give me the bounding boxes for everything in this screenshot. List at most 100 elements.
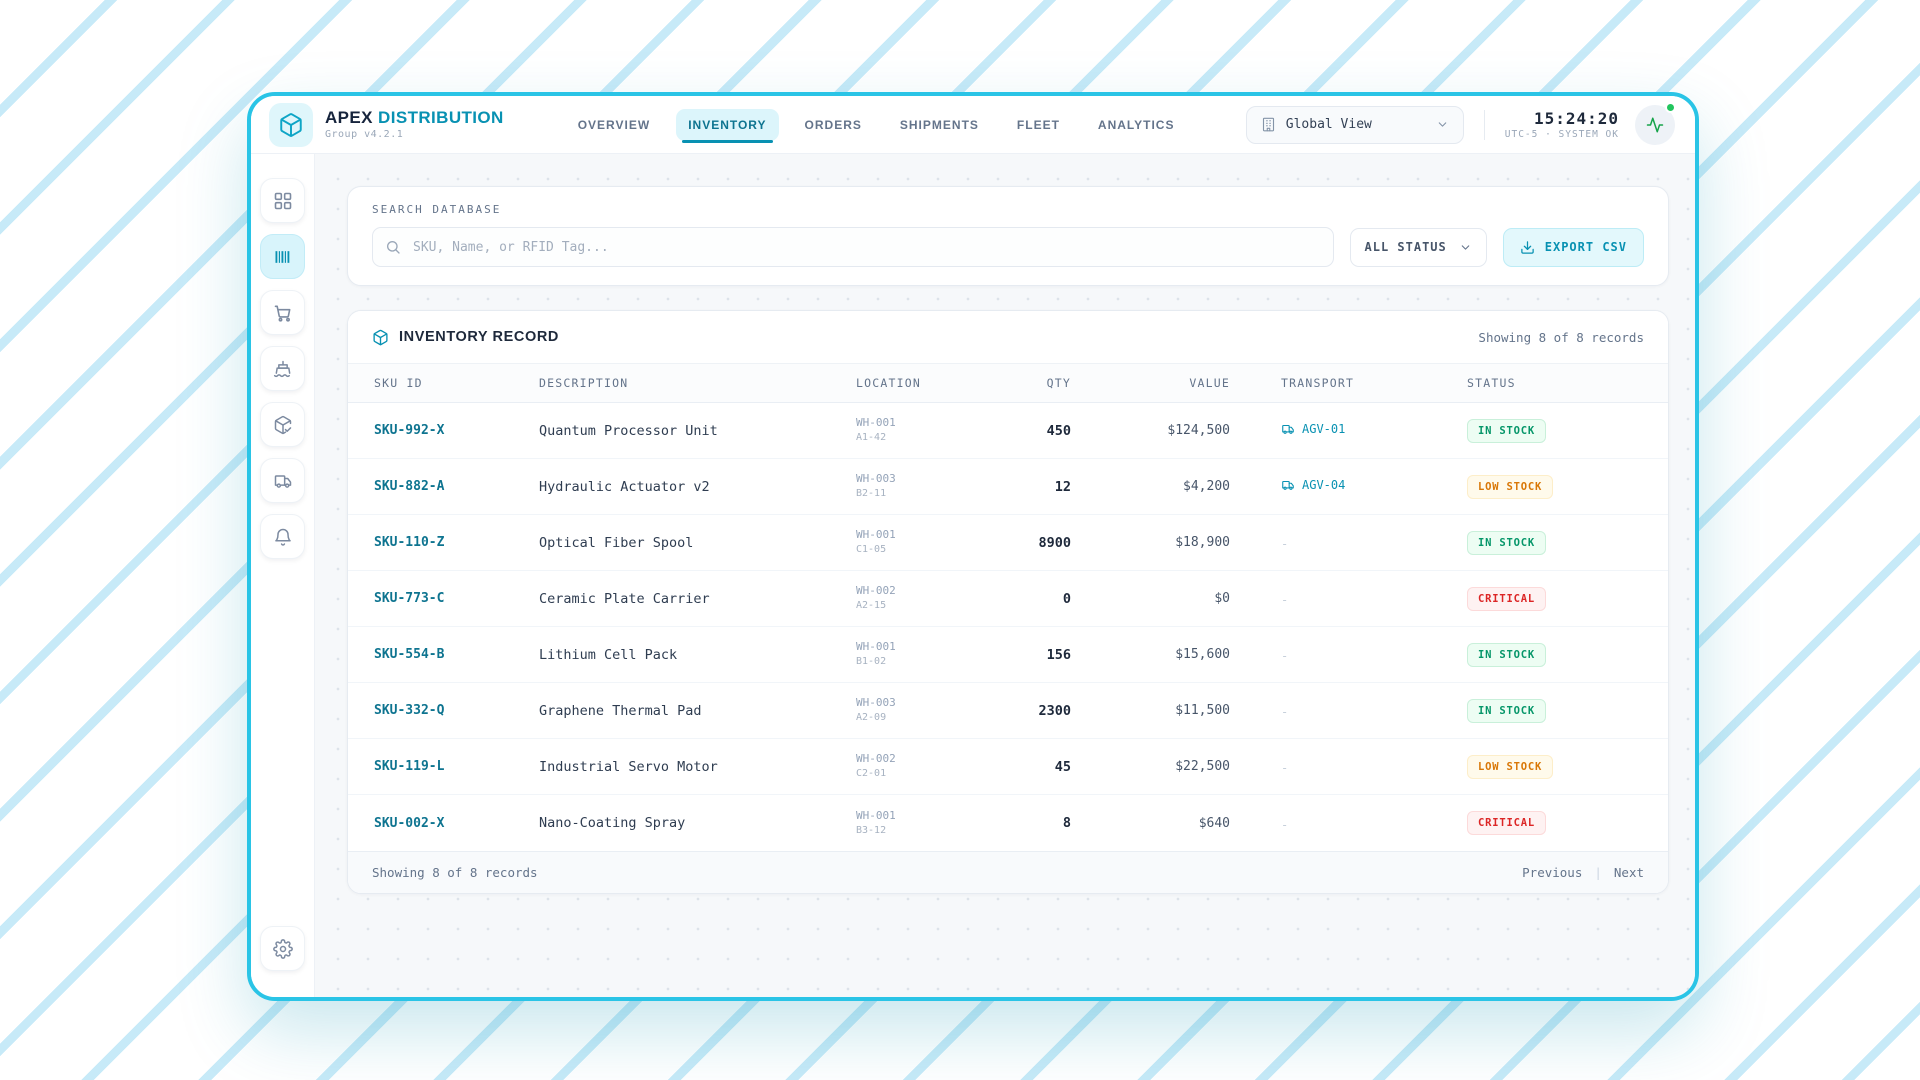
transport-empty: - xyxy=(1281,705,1289,719)
table-title-text: INVENTORY RECORD xyxy=(399,329,559,345)
transport-cell: - xyxy=(1230,533,1467,552)
sidebar-item-alerts[interactable] xyxy=(260,514,305,559)
previous-page-button[interactable]: Previous xyxy=(1522,865,1583,880)
description-cell: Nano-Coating Spray xyxy=(539,815,686,831)
location-cell: WH-001 B1-02 xyxy=(856,640,986,668)
sku-id-cell[interactable]: SKU-773-C xyxy=(374,591,445,606)
search-row: ALL STATUS EXPORT CSV xyxy=(372,227,1644,267)
col-qty: QTY xyxy=(1046,376,1071,390)
location-cell: WH-001 B3-12 xyxy=(856,809,986,837)
app-header: APEX DISTRIBUTION Group v4.2.1 OVERVIEW … xyxy=(251,96,1695,154)
nav-tab-inventory[interactable]: INVENTORY xyxy=(676,108,779,143)
qty-cell: 450 xyxy=(1046,422,1071,439)
description-cell: Hydraulic Actuator v2 xyxy=(539,478,710,495)
transport-cell: - xyxy=(1230,701,1467,720)
nav-tab-shipments[interactable]: SHIPMENTS xyxy=(888,109,991,141)
transport-link[interactable]: AGV-04 xyxy=(1281,478,1345,492)
sku-id-cell[interactable]: SKU-332-Q xyxy=(374,703,445,718)
bin-code: C2-01 xyxy=(856,768,887,780)
qty-cell: 8 xyxy=(1062,815,1071,831)
brand-subtitle: Group v4.2.1 xyxy=(325,129,404,141)
header-divider xyxy=(1483,109,1485,140)
search-input[interactable] xyxy=(372,227,1334,267)
table-body: SKU-992-X Quantum Processor Unit WH-001 … xyxy=(348,403,1668,851)
warehouse-code: WH-001 xyxy=(856,528,896,542)
value-cell: $124,500 xyxy=(1167,423,1230,438)
status-badge: IN STOCK xyxy=(1467,418,1546,443)
transport-link[interactable]: AGV-01 xyxy=(1281,422,1345,436)
bin-code: B2-11 xyxy=(856,488,887,500)
sidebar-item-shipments[interactable] xyxy=(260,346,305,391)
record-count: Showing 8 of 8 records xyxy=(1478,329,1644,345)
table-row[interactable]: SKU-119-L Industrial Servo Motor WH-002 … xyxy=(348,739,1668,795)
brand-logo xyxy=(269,102,313,147)
nav-tab-analytics[interactable]: ANALYTICS xyxy=(1086,109,1187,141)
status-filter-dropdown[interactable]: ALL STATUS xyxy=(1349,227,1487,267)
transport-cell: - xyxy=(1230,645,1467,664)
value-cell: $640 xyxy=(1198,815,1230,831)
building-icon xyxy=(1261,117,1276,132)
global-view-dropdown[interactable]: Global View xyxy=(1245,105,1464,144)
qty-cell: 2300 xyxy=(1038,702,1071,719)
sidebar-item-fleet[interactable] xyxy=(260,458,305,503)
sidebar-item-inventory[interactable] xyxy=(260,234,305,279)
nav-tab-fleet[interactable]: FLEET xyxy=(1005,109,1072,141)
status-badge: CRITICAL xyxy=(1467,586,1546,611)
table-row[interactable]: SKU-554-B Lithium Cell Pack WH-001 B1-02… xyxy=(348,627,1668,683)
status-badge: IN STOCK xyxy=(1467,530,1546,555)
location-cell: WH-001 C1-05 xyxy=(856,528,986,556)
sidebar-item-settings[interactable] xyxy=(260,926,305,971)
sidebar-item-orders[interactable] xyxy=(260,290,305,335)
status-cell: IN STOCK xyxy=(1467,530,1642,555)
bin-code: C1-05 xyxy=(856,544,887,556)
transport-empty: - xyxy=(1281,537,1289,551)
download-icon xyxy=(1520,240,1535,255)
status-cell: CRITICAL xyxy=(1467,586,1642,611)
brand-block: APEX DISTRIBUTION Group v4.2.1 xyxy=(325,107,504,141)
nav-tab-overview[interactable]: OVERVIEW xyxy=(566,109,662,141)
sidebar xyxy=(251,154,315,997)
chevron-down-icon xyxy=(1459,241,1472,254)
table-row[interactable]: SKU-992-X Quantum Processor Unit WH-001 … xyxy=(348,403,1668,459)
brand-name-secondary: DISTRIBUTION xyxy=(378,107,504,127)
table-row[interactable]: SKU-110-Z Optical Fiber Spool WH-001 C1-… xyxy=(348,515,1668,571)
bin-code: B1-02 xyxy=(856,656,887,668)
description-cell: Quantum Processor Unit xyxy=(539,422,718,439)
warehouse-code: WH-001 xyxy=(856,416,896,430)
sku-id-cell[interactable]: SKU-882-A xyxy=(374,479,445,494)
sku-id-cell[interactable]: SKU-119-L xyxy=(374,759,445,774)
system-status xyxy=(1635,101,1676,145)
location-cell: WH-001 A1-42 xyxy=(856,416,986,444)
col-status: STATUS xyxy=(1467,376,1516,390)
footer-summary: Showing 8 of 8 records xyxy=(372,865,538,880)
sidebar-item-packages[interactable] xyxy=(260,402,305,447)
nav-tab-orders[interactable]: ORDERS xyxy=(793,109,874,141)
sku-id-cell[interactable]: SKU-110-Z xyxy=(374,535,445,550)
status-badge: LOW STOCK xyxy=(1467,754,1554,779)
header-right: Global View 15:24:20 UTC-5 · SYSTEM OK xyxy=(1245,101,1676,145)
description-cell: Lithium Cell Pack xyxy=(539,646,678,663)
truck-icon xyxy=(1281,478,1295,492)
warehouse-code: WH-002 xyxy=(856,584,896,598)
table-column-header: SKU ID DESCRIPTION LOCATION QTY VALUE TR… xyxy=(348,363,1668,403)
truck-icon xyxy=(1281,422,1295,436)
next-page-button[interactable]: Next xyxy=(1613,865,1644,880)
value-cell: $18,900 xyxy=(1175,535,1230,550)
table-row[interactable]: SKU-002-X Nano-Coating Spray WH-001 B3-1… xyxy=(348,795,1668,851)
table-row[interactable]: SKU-332-Q Graphene Thermal Pad WH-003 A2… xyxy=(348,683,1668,739)
transport-cell: AGV-01 - xyxy=(1230,421,1467,440)
transport-empty: - xyxy=(1281,817,1289,832)
export-csv-button[interactable]: EXPORT CSV xyxy=(1502,227,1644,267)
sku-id-cell[interactable]: SKU-554-B xyxy=(374,647,445,662)
transport-cell: AGV-04 - xyxy=(1230,477,1467,496)
sidebar-item-dashboard[interactable] xyxy=(260,178,305,223)
table-row[interactable]: SKU-773-C Ceramic Plate Carrier WH-002 A… xyxy=(348,571,1668,627)
clock-time: 15:24:20 xyxy=(1533,108,1619,128)
sku-id-cell[interactable]: SKU-992-X xyxy=(374,423,445,438)
location-cell: WH-003 B2-11 xyxy=(856,472,986,500)
app-body: SEARCH DATABASE ALL STATUS xyxy=(251,154,1695,997)
transport-cell: - xyxy=(1230,814,1467,833)
sku-id-cell[interactable]: SKU-002-X xyxy=(374,815,445,831)
cart-icon xyxy=(273,303,293,323)
table-row[interactable]: SKU-882-A Hydraulic Actuator v2 WH-003 B… xyxy=(348,459,1668,515)
